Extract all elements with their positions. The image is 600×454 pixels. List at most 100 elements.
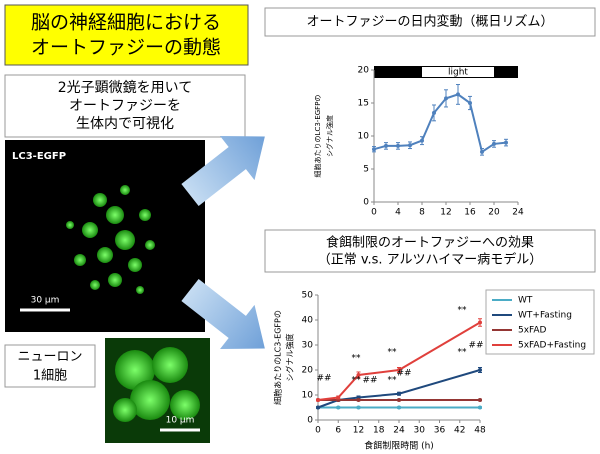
arrow: [181, 135, 265, 207]
y-tick-label: 5: [363, 165, 369, 175]
neuron-cells: [113, 347, 200, 422]
legend-label: 5xFAD: [518, 326, 547, 336]
significance-label: **: [388, 348, 398, 358]
method-text: 2光子顕微鏡を用いて: [58, 80, 193, 96]
x-tick-label: 8: [419, 208, 425, 218]
light-bar: [422, 67, 494, 77]
x-tick-label: 0: [315, 426, 321, 436]
title-box: [4, 4, 249, 66]
significance-label: **: [458, 306, 468, 316]
slide-title: オートファジーの動態: [31, 37, 221, 59]
method-box: [4, 74, 246, 138]
legend-label: WT: [518, 296, 533, 306]
y-tick-label: 30: [302, 341, 314, 351]
point: [468, 101, 472, 105]
point: [336, 405, 341, 410]
point: [478, 320, 482, 325]
x-axis-label: 食餌制限時間 (h): [364, 440, 434, 451]
point: [492, 141, 496, 146]
arrow: [181, 278, 265, 350]
x-tick-label: 12: [353, 426, 364, 436]
point: [456, 92, 460, 97]
y-tick-label: 0: [363, 198, 369, 208]
significance-label: ##: [362, 376, 377, 386]
point: [356, 373, 361, 377]
y-axis-label: シグナル強度: [325, 115, 334, 157]
chart-title-box: [264, 7, 596, 37]
x-tick-label: 30: [414, 426, 426, 436]
y-axis-label: シグナル強度: [285, 334, 295, 382]
x-tick-label: 20: [488, 208, 500, 218]
significance-label: **: [352, 354, 362, 364]
chart-title-box: [264, 229, 596, 273]
point: [336, 395, 341, 400]
point: [316, 398, 320, 402]
x-tick-label: 24: [393, 426, 405, 436]
chart-title: オートファジーの日内変動（概日リズム）: [306, 14, 553, 30]
x-tick-label: 42: [454, 426, 465, 436]
point: [432, 110, 436, 115]
significance-label: ##: [316, 374, 331, 384]
scale-label: 10 μm: [166, 416, 195, 426]
point: [372, 147, 376, 152]
significance-label: **: [458, 348, 468, 358]
point: [396, 143, 400, 148]
y-tick-label: 10: [302, 391, 314, 401]
series-line: [317, 321, 481, 401]
x-tick-label: 16: [464, 208, 476, 218]
x-tick-label: 36: [434, 426, 446, 436]
legend-box: [485, 289, 595, 355]
slide-title: 脳の神経細胞における: [31, 12, 221, 34]
point: [356, 405, 361, 410]
x-tick-label: 18: [373, 426, 385, 436]
neuron-text: 1細胞: [33, 369, 67, 384]
y-tick-label: 50: [302, 291, 314, 301]
point: [444, 96, 448, 101]
x-tick-label: 12: [440, 208, 451, 218]
legend-label: 5xFAD+Fasting: [518, 341, 586, 351]
y-tick-label: 20: [358, 66, 370, 76]
chart-title: （正常 v.s. アルツハイマー病モデル）: [318, 252, 543, 268]
point: [384, 143, 388, 148]
point: [397, 368, 401, 372]
point: [478, 398, 482, 402]
point: [316, 405, 320, 410]
micrograph: [5, 140, 205, 332]
point: [478, 368, 482, 372]
scale-label: 30 μm: [31, 296, 60, 306]
point: [356, 398, 361, 402]
point: [504, 140, 508, 145]
point: [397, 391, 401, 396]
cells: [66, 185, 155, 294]
chart-title: 食餌制限のオートファジーへの効果: [326, 235, 534, 251]
y-axis-label: 細胞あたりのLC3-EGFPの: [273, 310, 283, 405]
method-text: 生体内で可視化: [76, 116, 174, 132]
point: [420, 138, 424, 143]
significance-label: ##: [468, 341, 483, 351]
y-tick-label: 40: [302, 316, 314, 326]
point: [397, 398, 401, 402]
point: [408, 143, 412, 148]
x-tick-label: 4: [395, 208, 401, 218]
point: [478, 405, 482, 410]
image-label: LC3-EGFP: [12, 151, 66, 162]
method-text: オートファジーを: [69, 98, 181, 114]
neuron-box: [4, 344, 96, 388]
x-tick-label: 48: [474, 426, 486, 436]
series-line: [373, 93, 507, 154]
point: [480, 149, 484, 154]
y-tick-label: 15: [358, 99, 369, 109]
legend-label: WT+Fasting: [518, 311, 572, 321]
x-tick-label: 6: [335, 426, 341, 436]
significance-label: **: [352, 376, 362, 386]
light-label: light: [448, 68, 468, 78]
y-tick-label: 10: [358, 132, 370, 142]
x-tick-label: 24: [512, 208, 524, 218]
y-tick-label: 0: [307, 416, 313, 426]
neuron-text: ニューロン: [17, 350, 82, 365]
x-tick-label: 0: [371, 208, 377, 218]
point: [397, 405, 401, 410]
significance-label: ##: [396, 369, 411, 379]
